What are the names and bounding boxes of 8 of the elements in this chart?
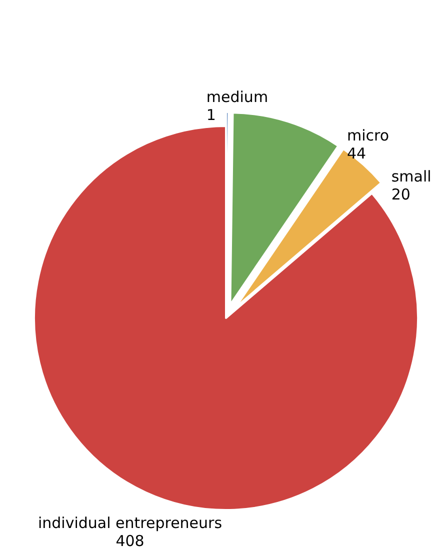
- slice-label: medium: [206, 88, 268, 106]
- data-label: 408: [116, 532, 144, 550]
- data-label: 20: [391, 186, 410, 204]
- slice-label: micro: [346, 126, 390, 145]
- slice-label: individual entrepreneurs: [38, 514, 222, 532]
- data-label: 1: [206, 106, 216, 124]
- data-label: 44: [346, 144, 366, 163]
- slice-label: small: [391, 168, 432, 186]
